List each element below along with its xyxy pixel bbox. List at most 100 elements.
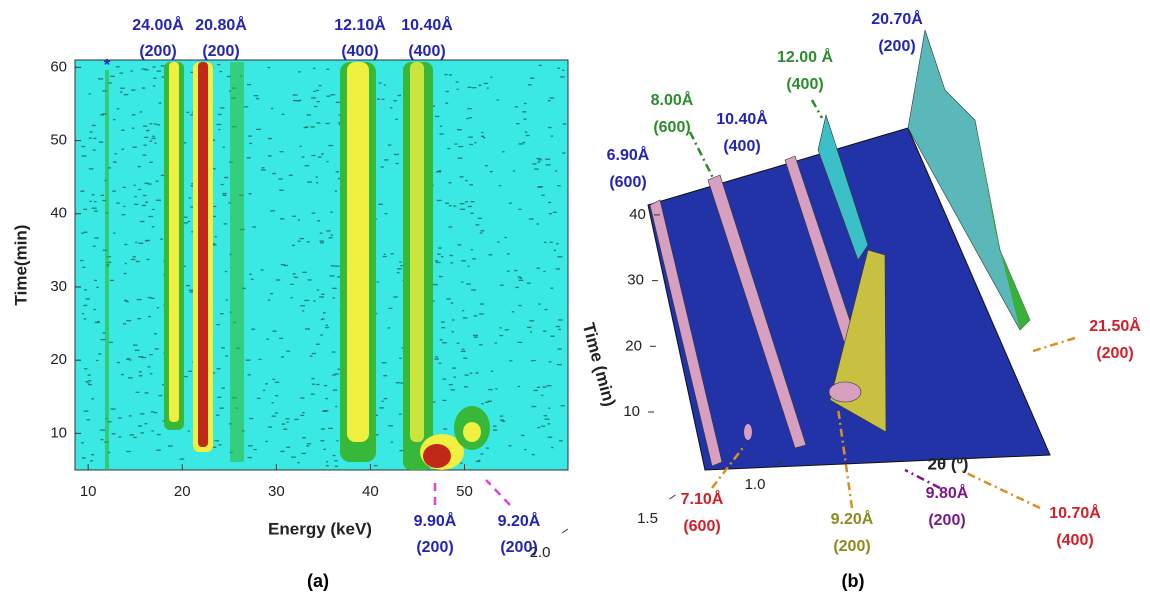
noise-dot <box>135 260 140 263</box>
noise-dot <box>475 460 481 463</box>
noise-dot <box>260 269 264 271</box>
noise-dot <box>91 207 97 209</box>
noise-dot <box>190 71 194 74</box>
ridge <box>817 113 869 261</box>
noise-dot <box>213 244 217 246</box>
annotation-sub: (200) <box>500 539 537 556</box>
noise-dot <box>467 265 470 267</box>
noise-dot <box>332 374 336 376</box>
noise-dot <box>326 230 331 232</box>
noise-dot <box>541 394 544 397</box>
noise-dot <box>160 65 166 67</box>
noise-dot <box>131 114 136 116</box>
noise-dot <box>152 66 156 68</box>
noise-dot <box>297 461 300 464</box>
noise-dot <box>557 256 563 258</box>
noise-dot <box>317 156 322 158</box>
noise-dot <box>383 397 388 400</box>
noise-dot <box>127 377 133 379</box>
noise-dot <box>316 289 320 291</box>
noise-dot <box>445 202 449 204</box>
annotation: 8.00Å <box>651 90 694 109</box>
noise-dot <box>83 318 87 320</box>
noise-dot <box>519 277 523 279</box>
noise-dot <box>514 106 519 108</box>
noise-dot <box>188 197 192 199</box>
annotation: 10.40Å <box>401 15 453 34</box>
noise-dot <box>310 393 315 395</box>
noise-dot <box>326 95 331 97</box>
noise-dot <box>326 461 329 463</box>
noise-dot <box>387 144 392 146</box>
noise-dot <box>133 436 137 439</box>
noise-dot <box>460 462 463 464</box>
noise-dot <box>320 428 325 430</box>
noise-dot <box>461 348 465 350</box>
noise-dot <box>473 315 478 317</box>
noise-dot <box>218 128 221 131</box>
noise-dot <box>222 192 227 195</box>
noise-dot <box>190 114 195 116</box>
noise-dot <box>129 434 135 436</box>
noise-dot <box>267 299 271 301</box>
noise-dot <box>91 194 95 196</box>
noise-dot <box>527 326 532 329</box>
noise-dot <box>456 129 462 131</box>
noise-dot <box>83 304 88 307</box>
noise-dot <box>445 90 449 93</box>
noise-dot <box>546 385 552 387</box>
noise-dot <box>435 261 441 264</box>
noise-dot <box>88 93 91 95</box>
noise-dot <box>517 385 520 388</box>
noise-dot <box>156 433 161 436</box>
noise-dot <box>558 319 563 321</box>
noise-dot <box>457 157 463 159</box>
annotation: 9.20Å <box>498 511 541 530</box>
noise-dot <box>92 245 96 247</box>
noise-dot <box>438 362 442 364</box>
noise-dot <box>549 241 553 243</box>
noise-dot <box>499 415 504 417</box>
noise-dot <box>108 82 112 84</box>
noise-dot <box>543 241 547 244</box>
noise-dot <box>97 320 100 323</box>
noise-dot <box>280 450 285 453</box>
noise-dot <box>501 420 506 422</box>
noise-dot <box>298 99 302 102</box>
noise-dot <box>543 270 546 273</box>
noise-dot <box>489 170 493 173</box>
noise-dot <box>152 135 155 137</box>
noise-dot <box>156 307 159 309</box>
noise-dot <box>330 234 334 236</box>
noise-dot <box>126 358 129 360</box>
noise-dot <box>337 368 342 370</box>
noise-dot <box>183 222 188 224</box>
band <box>169 62 179 422</box>
noise-dot <box>188 370 192 372</box>
noise-dot <box>93 279 97 282</box>
noise-dot <box>518 304 522 307</box>
noise-dot <box>157 124 161 126</box>
noise-dot <box>279 151 284 153</box>
noise-dot <box>485 447 490 449</box>
noise-dot <box>306 443 312 445</box>
noise-dot <box>265 440 268 443</box>
noise-dot <box>483 82 489 85</box>
noise-dot <box>256 97 260 100</box>
noise-dot <box>306 445 310 447</box>
noise-dot <box>108 341 113 344</box>
noise-dot <box>80 190 85 192</box>
noise-dot <box>307 279 312 281</box>
noise-dot <box>107 421 112 423</box>
noise-dot <box>555 325 560 328</box>
x-tick <box>669 494 676 500</box>
noise-dot <box>270 107 274 110</box>
noise-dot <box>439 133 444 135</box>
noise-dot <box>332 297 335 299</box>
noise-dot <box>274 412 278 414</box>
noise-dot <box>488 388 493 391</box>
noise-dot <box>315 89 319 92</box>
noise-dot <box>523 102 527 105</box>
noise-dot <box>400 382 405 384</box>
pointers-a <box>433 478 511 506</box>
